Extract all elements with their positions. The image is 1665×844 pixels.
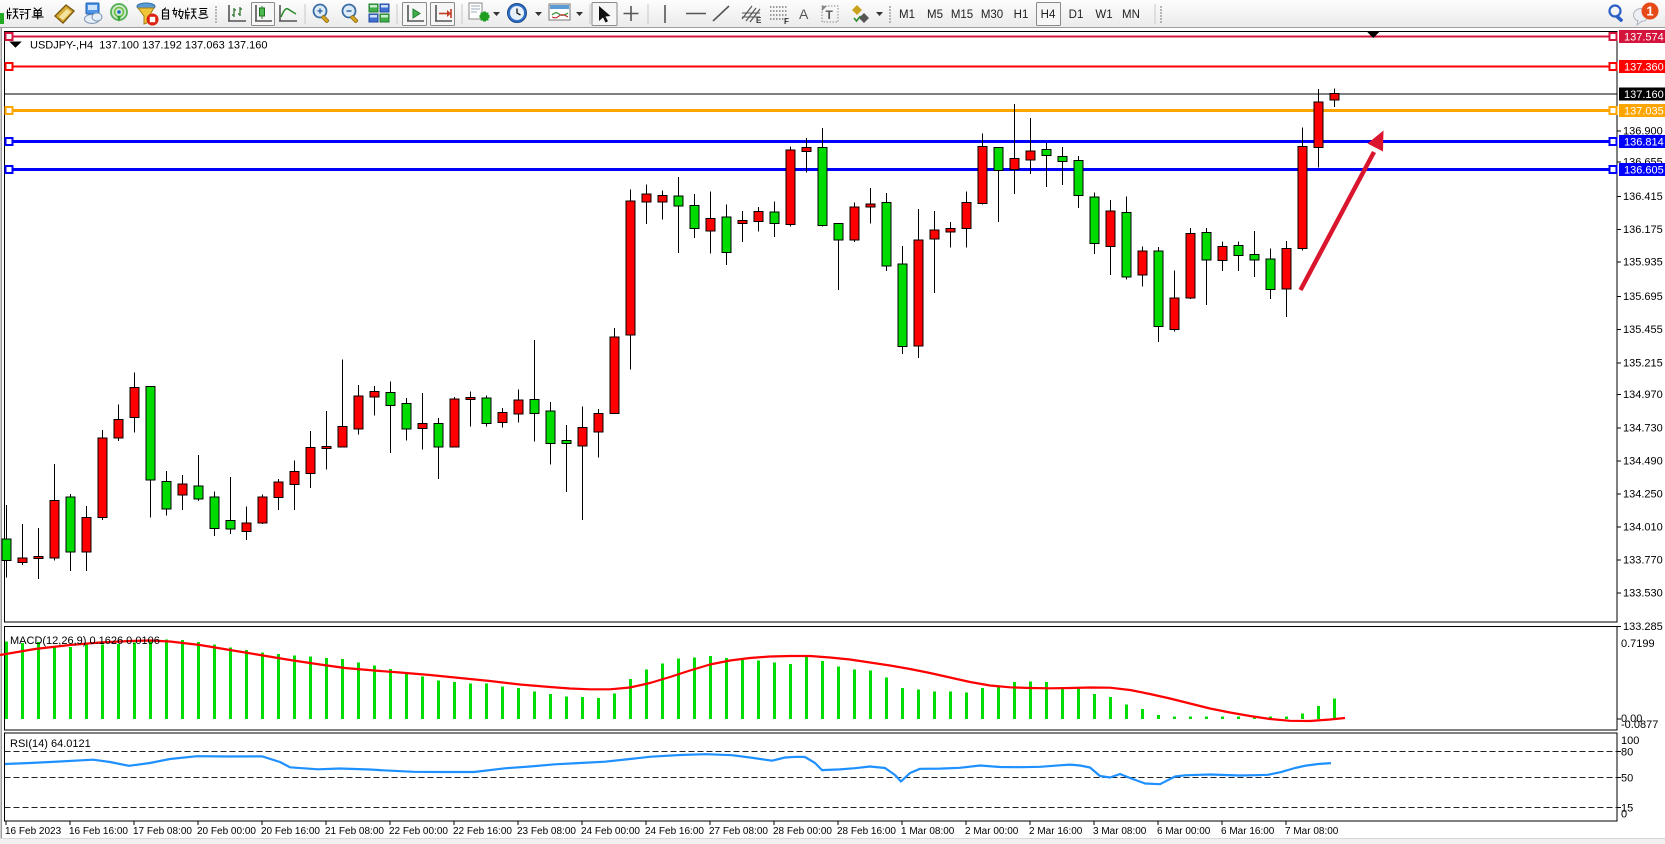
svg-text:136.814: 136.814 xyxy=(1624,137,1664,149)
svg-text:-0.0877: -0.0877 xyxy=(1621,719,1658,731)
svg-text:135.215: 135.215 xyxy=(1623,358,1663,370)
svg-text:20 Feb 00:00: 20 Feb 00:00 xyxy=(197,826,256,837)
svg-text:MN: MN xyxy=(1122,9,1140,21)
svg-text:24 Feb 16:00: 24 Feb 16:00 xyxy=(645,826,704,837)
svg-text:27 Feb 08:00: 27 Feb 08:00 xyxy=(709,826,768,837)
svg-text:F: F xyxy=(784,17,789,26)
svg-text:RSI(14) 64.0121: RSI(14) 64.0121 xyxy=(10,738,91,750)
svg-text:M1: M1 xyxy=(899,9,915,21)
svg-text:137.160: 137.160 xyxy=(1624,89,1664,101)
svg-text:16 Feb 16:00: 16 Feb 16:00 xyxy=(69,826,128,837)
svg-text:100: 100 xyxy=(1621,735,1639,747)
svg-text:136.415: 136.415 xyxy=(1623,191,1663,203)
svg-text:137.360: 137.360 xyxy=(1624,62,1664,74)
svg-text:23 Feb 08:00: 23 Feb 08:00 xyxy=(517,826,576,837)
svg-text:135.695: 135.695 xyxy=(1623,291,1663,303)
svg-text:M5: M5 xyxy=(927,9,943,21)
svg-text:22 Feb 00:00: 22 Feb 00:00 xyxy=(389,826,448,837)
svg-text:A: A xyxy=(799,6,809,22)
svg-text:24 Feb 00:00: 24 Feb 00:00 xyxy=(581,826,640,837)
svg-text:136.175: 136.175 xyxy=(1623,224,1663,236)
svg-text:28 Feb 00:00: 28 Feb 00:00 xyxy=(773,826,832,837)
svg-text:136.605: 136.605 xyxy=(1624,165,1664,177)
svg-text:133.285: 133.285 xyxy=(1623,621,1663,633)
svg-text:133.530: 133.530 xyxy=(1623,588,1663,600)
svg-text:17 Feb 08:00: 17 Feb 08:00 xyxy=(133,826,192,837)
svg-text:133.770: 133.770 xyxy=(1623,555,1663,567)
svg-text:137.574: 137.574 xyxy=(1624,32,1664,44)
svg-text:0.00: 0.00 xyxy=(1621,713,1642,725)
svg-text:134.010: 134.010 xyxy=(1623,522,1663,534)
svg-text:0: 0 xyxy=(1621,809,1627,821)
svg-text:E: E xyxy=(756,16,762,25)
svg-text:21 Feb 08:00: 21 Feb 08:00 xyxy=(325,826,384,837)
svg-text:7 Mar 08:00: 7 Mar 08:00 xyxy=(1285,826,1339,837)
svg-text:2 Mar 00:00: 2 Mar 00:00 xyxy=(965,826,1019,837)
svg-text:50: 50 xyxy=(1621,772,1633,784)
svg-text:136.900: 136.900 xyxy=(1623,126,1663,138)
svg-text:H4: H4 xyxy=(1041,9,1056,21)
svg-text:6 Mar 00:00: 6 Mar 00:00 xyxy=(1157,826,1211,837)
svg-text:M30: M30 xyxy=(981,9,1003,21)
svg-text:135.935: 135.935 xyxy=(1623,257,1663,269)
svg-text:20 Feb 16:00: 20 Feb 16:00 xyxy=(261,826,320,837)
svg-text:137.035: 137.035 xyxy=(1624,106,1664,118)
svg-text:15: 15 xyxy=(1621,802,1633,814)
svg-text:1 Mar 08:00: 1 Mar 08:00 xyxy=(901,826,955,837)
svg-text:28 Feb 16:00: 28 Feb 16:00 xyxy=(837,826,896,837)
svg-text:22 Feb 16:00: 22 Feb 16:00 xyxy=(453,826,512,837)
svg-text:1: 1 xyxy=(1646,4,1653,19)
svg-text:135.455: 135.455 xyxy=(1623,324,1663,336)
svg-text:USDJPY-,H4 137.100 137.192 13: USDJPY-,H4 137.100 137.192 137.063 137.1… xyxy=(30,40,268,52)
svg-text:H1: H1 xyxy=(1014,9,1029,21)
svg-text:D1: D1 xyxy=(1069,9,1084,21)
svg-text:6 Mar 16:00: 6 Mar 16:00 xyxy=(1221,826,1275,837)
svg-text:134.730: 134.730 xyxy=(1623,423,1663,435)
svg-text:0.7199: 0.7199 xyxy=(1621,638,1655,650)
svg-text:16 Feb 2023: 16 Feb 2023 xyxy=(5,826,62,837)
svg-text:MACD(12,26,9) 0.1626 0.0106: MACD(12,26,9) 0.1626 0.0106 xyxy=(10,635,160,647)
svg-text:134.490: 134.490 xyxy=(1623,456,1663,468)
svg-text:T: T xyxy=(826,8,834,22)
svg-text:134.250: 134.250 xyxy=(1623,489,1663,501)
svg-text:134.970: 134.970 xyxy=(1623,389,1663,401)
svg-text:2 Mar 16:00: 2 Mar 16:00 xyxy=(1029,826,1083,837)
svg-text:3 Mar 08:00: 3 Mar 08:00 xyxy=(1093,826,1147,837)
svg-text:W1: W1 xyxy=(1095,9,1112,21)
svg-text:M15: M15 xyxy=(951,9,973,21)
svg-text:80: 80 xyxy=(1621,746,1633,758)
